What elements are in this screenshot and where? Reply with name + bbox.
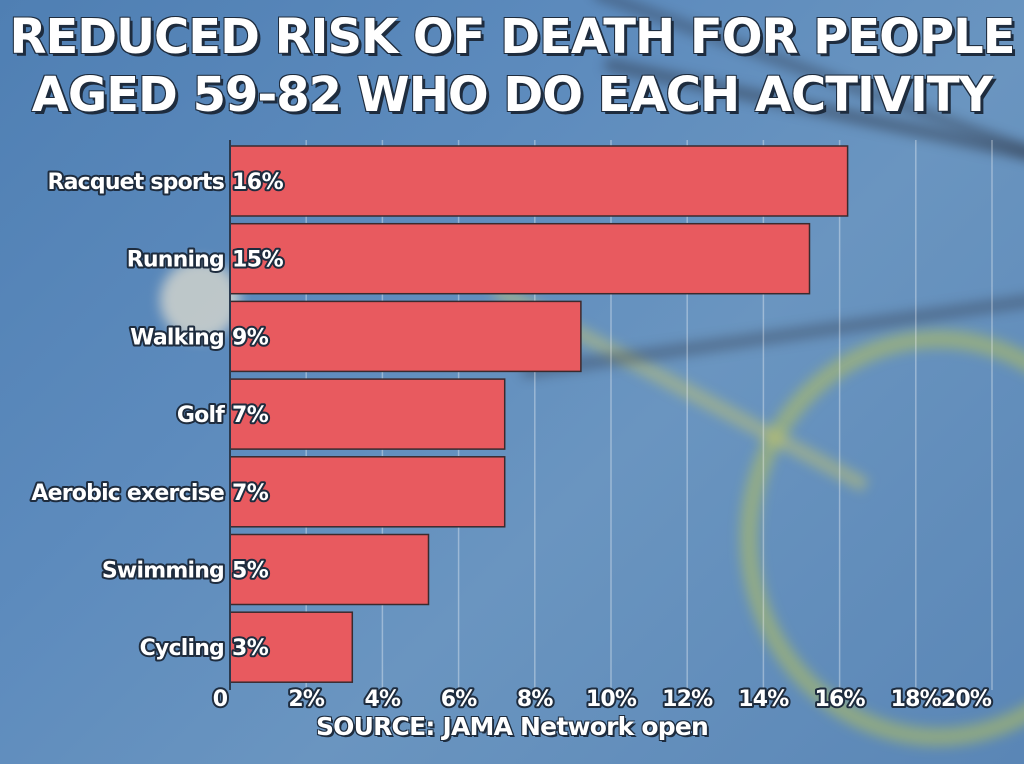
bars [229,145,849,683]
chart-title: REDUCED RISK OF DEATH FOR PEOPLE AGED 59… [0,8,1024,124]
x-tick-label: 0 [213,687,228,712]
bar [229,378,506,450]
category-label: Cycling [140,636,224,661]
bar [229,456,506,528]
x-tick-label: 18% [891,687,942,712]
value-label: 9% [232,325,269,350]
category-labels: Racquet sports Running Walking Golf Aerobic … [29,168,228,663]
category-label: Racquet sports [47,170,224,195]
bar [229,300,582,373]
x-tick-label: 10% [586,687,637,712]
value-label: 7% [232,481,269,506]
bar [229,611,354,683]
value-label: 16% [232,170,284,195]
category-label: Aerobic exercise [31,481,224,506]
x-tick-label: 8% [517,687,554,712]
bar [229,222,811,295]
bar [229,145,849,217]
chart-title-line-2: AGED 59-82 WHO DO EACH ACTIVITY [31,67,994,123]
value-label: 7% [232,403,269,428]
x-tick-labels: 0 2% 4% 6% 8% 10% 12% 14% 16% 18% 20% [211,685,995,714]
x-tick-label: 2% [288,687,325,712]
bar [229,533,430,606]
category-label: Golf [177,403,225,428]
x-tick-label: 14% [738,687,789,712]
x-tick-label: 6% [441,687,478,712]
x-tick-label: 4% [365,687,402,712]
category-label: Swimming [102,559,224,584]
category-label: Walking [130,325,224,350]
x-tick-label: 16% [814,687,865,712]
category-label: Running [127,248,224,273]
x-tick-label: 20% [941,687,992,712]
x-tick-label: 12% [662,687,713,712]
value-labels: 16% 15% 9% 7% 7% 5% 3% [230,168,286,663]
source-note: SOURCE: JAMA Network open [315,712,709,741]
chart-title-line-1: REDUCED RISK OF DEATH FOR PEOPLE [9,9,1015,65]
value-label: 5% [232,559,269,584]
value-label: 15% [232,248,284,273]
value-label: 3% [232,636,269,661]
